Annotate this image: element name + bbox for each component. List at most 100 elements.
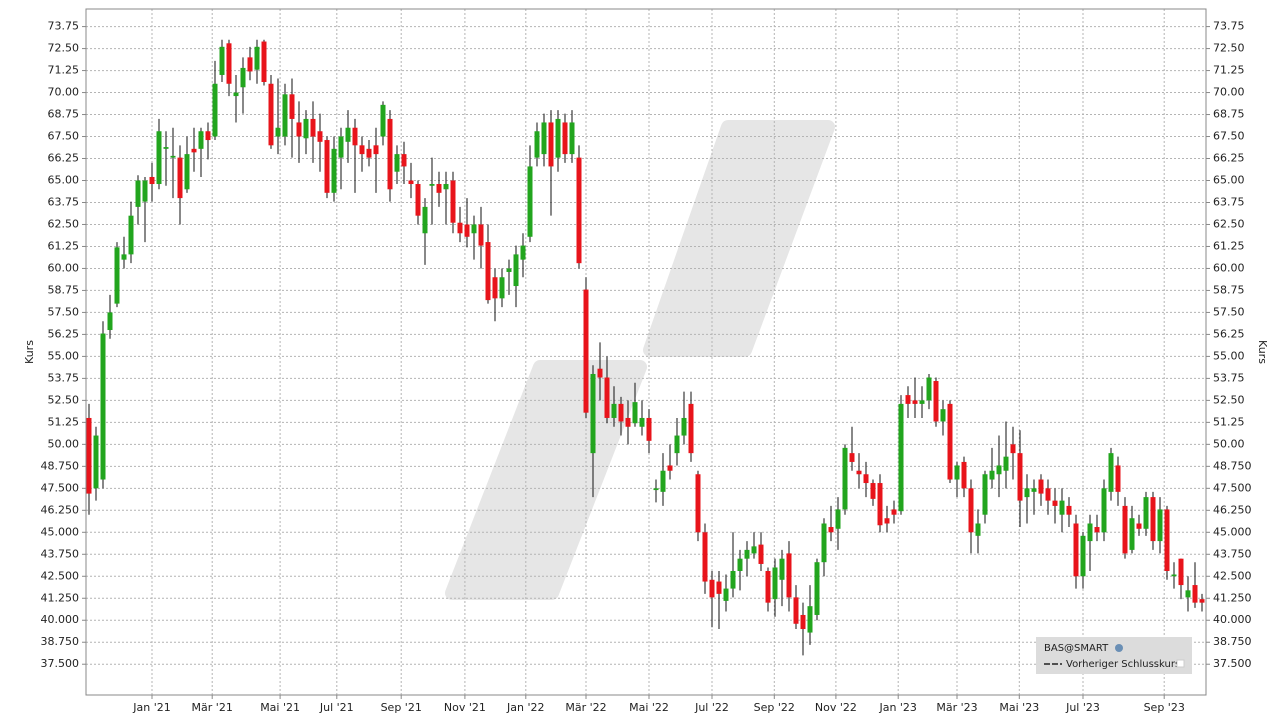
candle-body	[1038, 479, 1044, 494]
candle-body	[450, 180, 456, 223]
candle-body	[1073, 523, 1079, 577]
candle-body	[212, 83, 218, 137]
candle-body	[1150, 497, 1156, 542]
candle-body	[107, 312, 113, 331]
y-tick-label: 68.75	[48, 108, 80, 121]
y-tick-label: 46.250	[41, 503, 80, 516]
candle-body	[1115, 465, 1121, 492]
y-tick-label: 40.000	[41, 613, 80, 626]
candle-body	[282, 94, 288, 137]
candle-body	[422, 206, 428, 234]
candle-body	[408, 180, 414, 185]
y-tick-label: 38.750	[41, 635, 80, 648]
y2-tick-label: 45.000	[1213, 525, 1252, 538]
y-tick-label: 63.75	[48, 195, 80, 208]
candle-body	[835, 509, 841, 529]
plot-frame	[85, 8, 1207, 696]
candle-body	[359, 145, 365, 155]
candle-body	[828, 527, 834, 533]
candle-body	[457, 222, 463, 234]
y-tick-label: 58.75	[48, 283, 80, 296]
candle-body	[737, 558, 743, 571]
candle-body	[1178, 558, 1184, 586]
candle-body	[919, 400, 925, 404]
candle-body	[492, 277, 498, 299]
x-tick-label: Jul '21	[319, 701, 354, 714]
candle-body	[751, 546, 757, 554]
candle-body	[1143, 497, 1149, 529]
candle-body	[520, 245, 526, 260]
candle-body	[597, 368, 603, 378]
candle-body	[1129, 518, 1135, 550]
candle-body	[338, 136, 344, 158]
candle-body	[296, 122, 302, 137]
candle-body	[1164, 509, 1170, 571]
candle-body	[772, 567, 778, 600]
y2-tick-label: 57.50	[1213, 305, 1245, 318]
y-tick-label: 67.50	[48, 130, 80, 143]
y2-tick-label: 40.000	[1213, 613, 1252, 626]
y-tick-label: 43.750	[41, 547, 80, 560]
candle-body	[681, 417, 687, 436]
candle-body	[268, 83, 274, 146]
candle-body	[646, 417, 652, 441]
candle-body	[926, 377, 932, 401]
x-tick-label: Mai '21	[260, 701, 300, 714]
candle-body	[877, 483, 883, 526]
y2-tick-label: 72.50	[1213, 42, 1245, 55]
candle-body	[905, 395, 911, 404]
candle-body	[128, 215, 134, 255]
candle-body	[660, 470, 666, 492]
candle-body	[100, 333, 106, 480]
candle-body	[1003, 456, 1009, 471]
candle-body	[821, 523, 827, 563]
y2-tick-label: 56.25	[1213, 327, 1245, 340]
x-tick-label: Mai '22	[629, 701, 669, 714]
candle-body	[534, 131, 540, 158]
candle-body	[373, 145, 379, 155]
candle-body	[961, 461, 967, 489]
y2-tick-label: 70.00	[1213, 86, 1245, 99]
candle-body	[863, 474, 869, 484]
candle-body	[443, 184, 449, 190]
y2-tick-label: 48.750	[1213, 459, 1252, 472]
candle-body	[401, 154, 407, 167]
candle-body	[982, 474, 988, 515]
legend-swatch	[1176, 659, 1185, 668]
x-tick-label: Jul '22	[694, 701, 729, 714]
y2-axis-label: Kurs	[1256, 340, 1269, 364]
candle-body	[884, 518, 890, 524]
y-tick-label: 51.25	[48, 415, 80, 428]
candle-body	[590, 373, 596, 454]
candle-body	[555, 118, 561, 158]
candle-body	[436, 184, 442, 193]
candle-body	[933, 381, 939, 422]
candle-body	[1122, 505, 1128, 554]
candle-body	[1052, 500, 1058, 506]
candle-body	[548, 122, 554, 167]
candle-body	[303, 118, 309, 139]
candle-body	[674, 435, 680, 454]
y2-tick-label: 58.75	[1213, 283, 1245, 296]
y-tick-label: 57.50	[48, 305, 80, 318]
candle-body	[730, 570, 736, 589]
candles	[86, 39, 1205, 656]
candle-body	[219, 46, 225, 75]
y-tick-label: 56.25	[48, 327, 80, 340]
candle-body	[1171, 574, 1177, 577]
candle-body	[1108, 453, 1114, 492]
candle-body	[345, 127, 351, 142]
candle-body	[898, 403, 904, 512]
y-axis-label: Kurs	[23, 340, 36, 364]
y2-tick-label: 67.50	[1213, 130, 1245, 143]
candle-body	[429, 184, 435, 186]
candle-body	[149, 176, 155, 185]
y2-tick-label: 53.75	[1213, 371, 1245, 384]
y-tick-label: 62.50	[48, 217, 80, 230]
candle-body	[541, 122, 547, 155]
candle-body	[205, 131, 211, 141]
y2-tick-label: 55.00	[1213, 349, 1245, 362]
candle-body	[289, 94, 295, 119]
candle-body	[198, 131, 204, 149]
candle-body	[569, 122, 575, 155]
